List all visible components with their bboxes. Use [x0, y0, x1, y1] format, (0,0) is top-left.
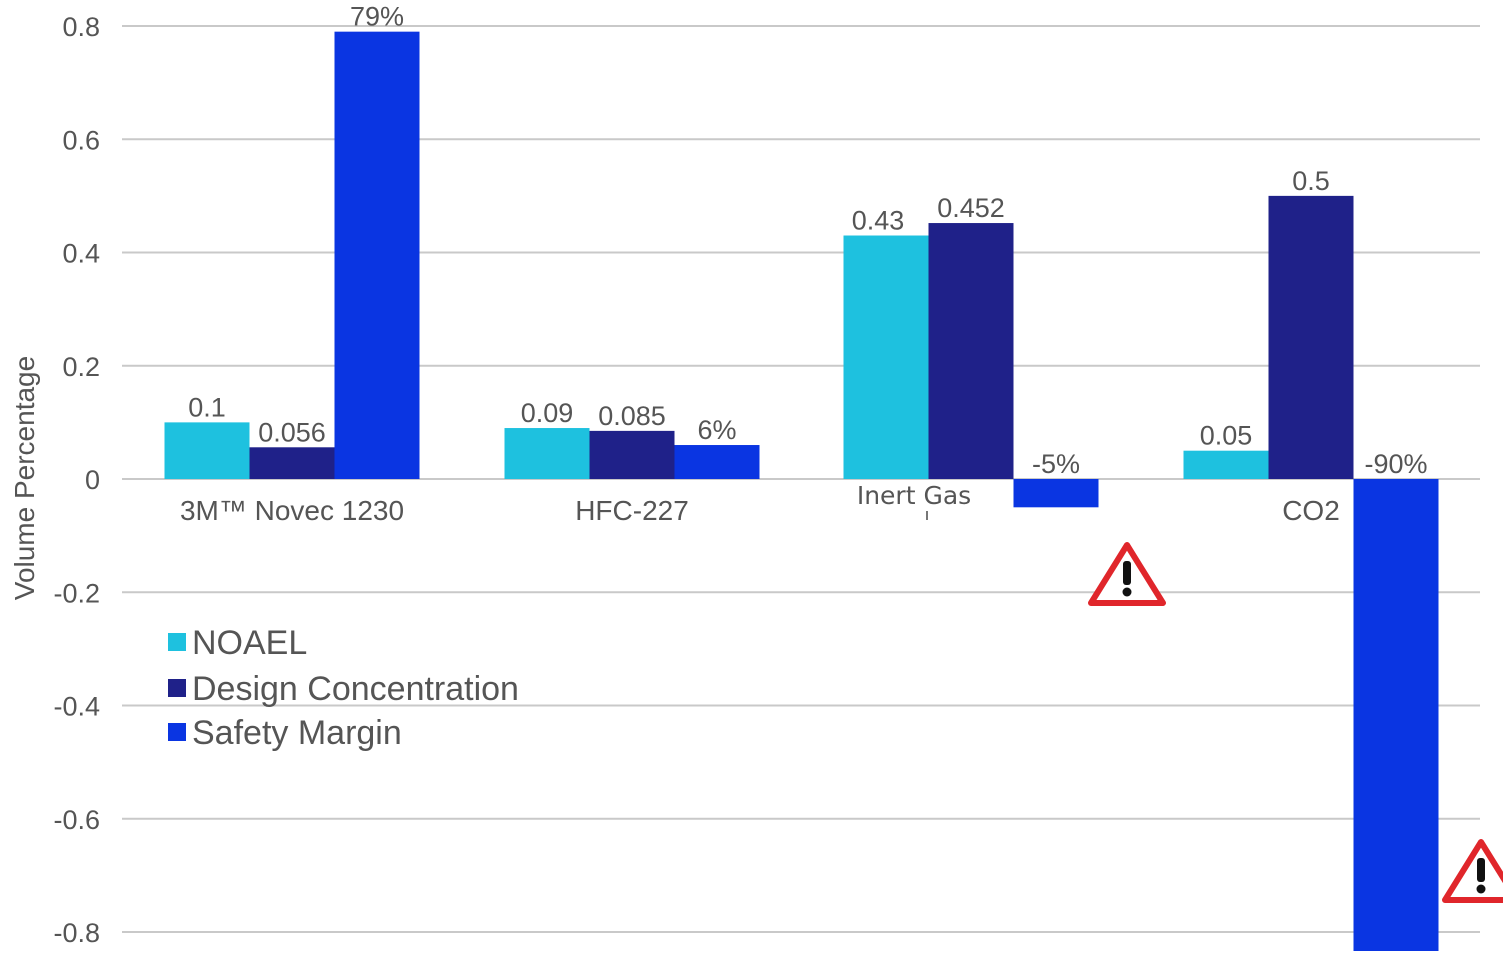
bar-design-concentration: [1268, 195, 1354, 479]
bar-safety-margin: [1013, 479, 1099, 508]
data-label: 0.056: [258, 417, 326, 447]
legend-label: NOAEL: [192, 624, 307, 662]
bar-safety-margin: [674, 445, 760, 479]
data-label: 0.1: [188, 392, 226, 422]
category-label: CO2: [1282, 495, 1340, 526]
data-label: 0.452: [937, 193, 1005, 223]
bar-design-concentration: [249, 447, 335, 479]
bar-safety-margin: [1353, 479, 1439, 956]
category-label: Inert Gas: [857, 481, 971, 510]
bar-noael: [164, 422, 250, 479]
data-label: -90%: [1364, 449, 1427, 479]
legend-swatch: [168, 723, 186, 741]
bar-design-concentration: [928, 223, 1014, 479]
bar-noael: [843, 235, 929, 479]
y-tick-label: -0.8: [53, 918, 100, 948]
exclamation-bar: [1477, 858, 1485, 882]
y-tick-label: -0.2: [53, 578, 100, 608]
category-label: HFC-227: [575, 495, 689, 526]
bar-noael: [504, 428, 590, 479]
legend-label: Design Concentration: [192, 670, 519, 708]
legend-label: Safety Margin: [192, 714, 402, 752]
y-tick-label: 0.2: [62, 352, 100, 382]
y-tick-label: -0.6: [53, 805, 100, 835]
y-tick-label: -0.4: [53, 692, 100, 722]
legend-swatch: [168, 679, 186, 697]
exclamation-bar: [1123, 561, 1131, 585]
data-label: 6%: [697, 415, 736, 445]
bar-safety-margin: [334, 31, 420, 479]
y-tick-label: 0.8: [62, 12, 100, 42]
exclamation-dot: [1122, 587, 1132, 597]
warning-triangle-icon: [1088, 542, 1166, 606]
y-tick-label: 0: [85, 465, 100, 495]
category-label: 3M™ Novec 1230: [180, 495, 404, 526]
exclamation-dot: [1476, 884, 1486, 894]
y-tick-label: 0.6: [62, 125, 100, 155]
warning-triangle-icon: [1442, 839, 1503, 903]
bar-noael: [1183, 450, 1269, 479]
data-label: 0.05: [1200, 421, 1253, 451]
legend-swatch: [168, 633, 186, 651]
data-label: 0.085: [598, 401, 666, 431]
y-axis-label: Volume Percentage: [9, 356, 40, 600]
warning-triangle-shape: [1442, 839, 1503, 903]
y-tick-label: 0.4: [62, 239, 100, 269]
data-label: 0.09: [521, 398, 574, 428]
bar-design-concentration: [589, 430, 675, 479]
data-label: 0.5: [1292, 166, 1330, 196]
data-label: 79%: [350, 2, 404, 32]
data-label: -5%: [1032, 449, 1080, 479]
data-label: 0.43: [852, 206, 905, 236]
